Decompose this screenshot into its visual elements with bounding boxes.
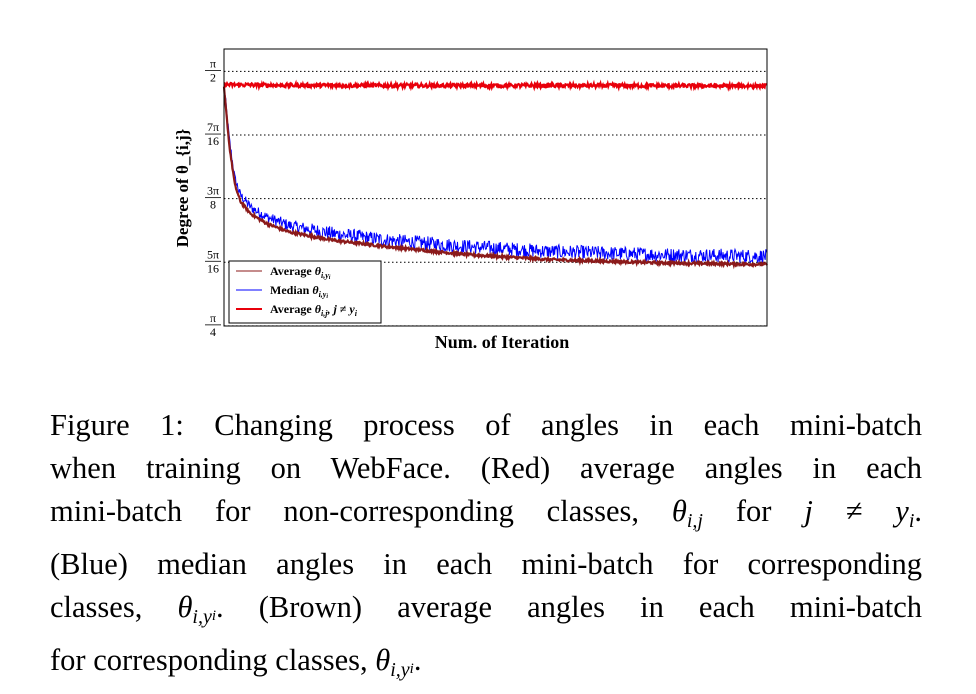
svg-text:16: 16 <box>207 261 219 275</box>
svg-text:π: π <box>210 311 216 325</box>
y-tick-label-4: π2 <box>205 56 221 84</box>
svg-text:7π: 7π <box>207 120 219 134</box>
legend-item-average-ij: Average θi,j, j ≠ yi <box>270 302 358 318</box>
figure-caption: Figure 1: Changing process of angles in … <box>50 404 922 692</box>
svg-text:4: 4 <box>210 325 216 339</box>
legend-item-average-yi: Average θi,yi <box>270 264 331 281</box>
svg-text:2: 2 <box>210 70 216 84</box>
series-layer <box>222 79 768 270</box>
series-line-0 <box>222 86 768 270</box>
caption-line-6: for corresponding classes, θi,yi. <box>50 643 422 681</box>
svg-text:16: 16 <box>207 134 219 148</box>
legend-item-median-yi: Median θi,yi <box>270 283 328 300</box>
y-axis-label-text: Degree of θ_{i,j} <box>173 128 192 247</box>
series-line-1 <box>223 83 768 265</box>
series-line-2 <box>223 79 768 92</box>
y-axis-label: Degree of θ_{i,j} <box>173 128 192 247</box>
caption-line-4: (Blue) median angles in each mini-batch … <box>50 547 922 581</box>
caption-line-2: when training on WebFace. (Red) average … <box>50 451 922 485</box>
svg-text:π: π <box>210 56 216 70</box>
x-axis-label: Num. of Iteration <box>435 332 569 352</box>
svg-text:3π: 3π <box>207 184 219 198</box>
plot-frame <box>223 48 768 327</box>
legend: Average θi,yi Median θi,yi Average θi,j,… <box>228 260 382 324</box>
svg-text:5π: 5π <box>207 247 219 261</box>
caption-line-5: classes, θi,yi. (Brown) average angles i… <box>50 590 923 628</box>
y-tick-label-2: 3π8 <box>205 184 221 212</box>
svg-text:8: 8 <box>210 198 216 212</box>
y-tick-label-0: π4 <box>205 311 221 339</box>
caption-line-1: Figure 1: Changing process of angles in … <box>50 408 922 442</box>
caption-line-3: mini-batch for non-corresponding classes… <box>50 494 923 532</box>
